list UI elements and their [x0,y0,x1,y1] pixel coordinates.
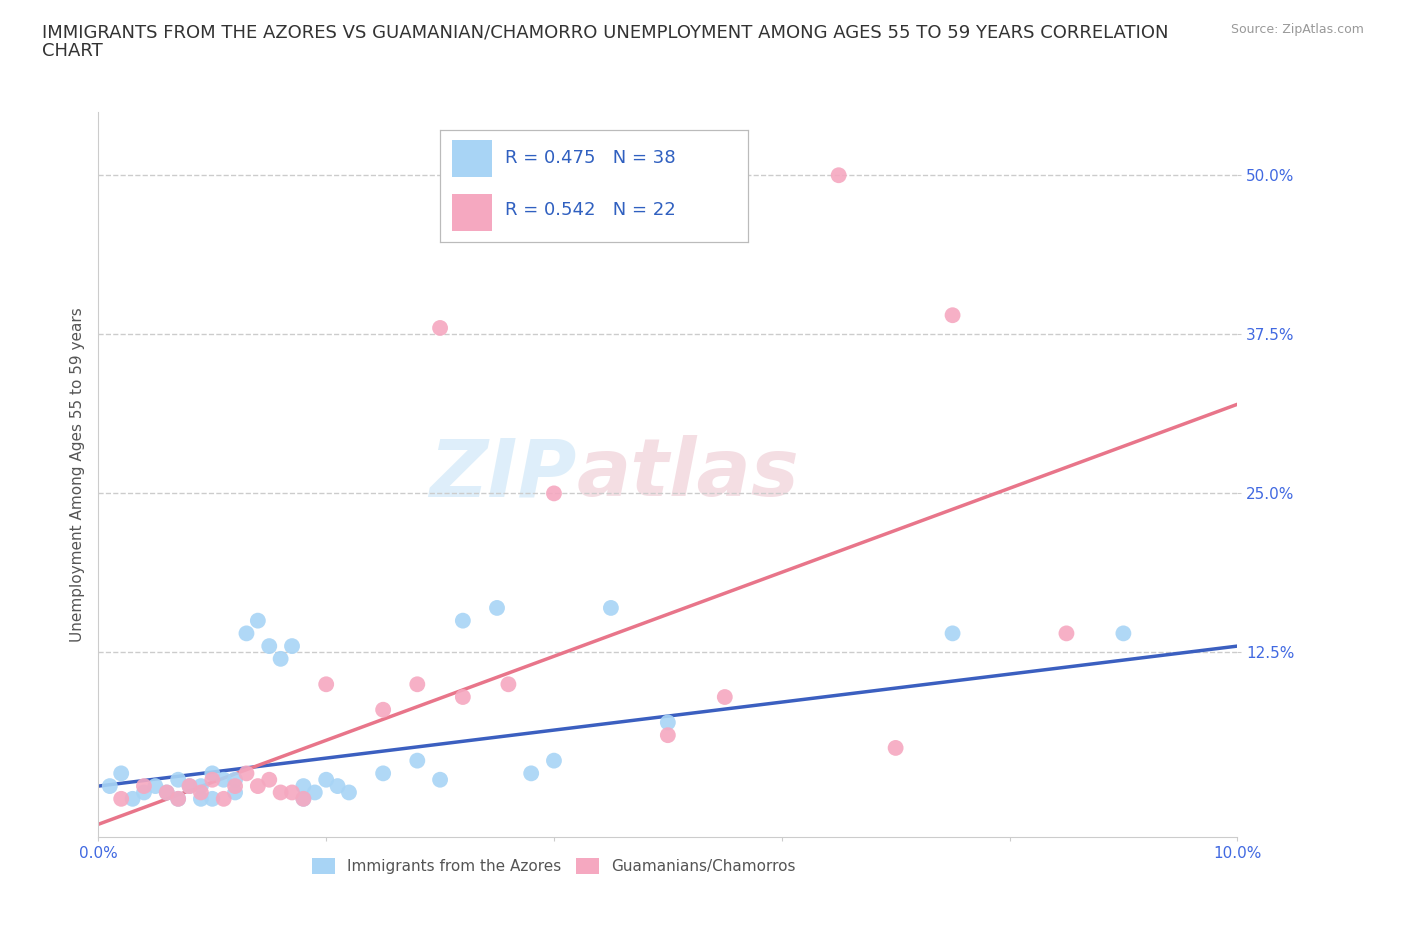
Point [657,715,679,730]
Point [498,677,520,692]
Point [179,778,201,793]
Point [406,677,429,692]
Point [326,778,349,793]
Point [337,785,360,800]
Point [201,791,224,806]
Point [451,689,474,704]
Y-axis label: Unemployment Among Ages 55 to 59 years: Unemployment Among Ages 55 to 59 years [69,307,84,642]
Point [304,785,326,800]
Point [224,785,246,800]
Point [190,785,212,800]
Text: atlas: atlas [576,435,800,513]
Point [315,772,337,787]
Point [259,639,281,654]
Point [201,766,224,781]
Point [224,778,246,793]
Point [373,766,395,781]
Point [167,791,190,806]
Point [942,626,965,641]
Point [156,785,179,800]
Point [884,740,907,755]
Legend: Immigrants from the Azores, Guamanians/Chamorros: Immigrants from the Azores, Guamanians/C… [305,852,803,880]
Point [942,308,965,323]
Point [1112,626,1135,641]
Point [98,778,121,793]
Point [132,778,155,793]
Point [212,772,235,787]
Point [167,791,190,806]
Text: Source: ZipAtlas.com: Source: ZipAtlas.com [1230,23,1364,36]
Point [110,791,132,806]
Point [406,753,429,768]
Point [121,791,143,806]
Point [235,626,257,641]
Point [190,778,212,793]
Text: ZIP: ZIP [429,435,576,513]
Point [373,702,395,717]
Point [270,651,292,666]
Point [543,753,565,768]
Point [246,778,269,793]
Point [543,486,565,501]
Point [270,785,292,800]
Point [281,785,304,800]
Text: IMMIGRANTS FROM THE AZORES VS GUAMANIAN/CHAMORRO UNEMPLOYMENT AMONG AGES 55 TO 5: IMMIGRANTS FROM THE AZORES VS GUAMANIAN/… [42,23,1168,41]
Point [292,778,315,793]
Point [828,167,851,182]
Point [235,766,257,781]
Point [657,728,679,743]
Point [600,601,623,616]
Point [292,791,315,806]
Point [1056,626,1078,641]
Point [486,601,509,616]
Point [156,785,179,800]
Point [520,766,543,781]
Point [259,772,281,787]
Point [224,772,246,787]
Point [292,791,315,806]
Point [201,772,224,787]
Text: CHART: CHART [42,42,103,60]
Point [179,778,201,793]
Point [315,677,337,692]
Point [167,772,190,787]
Point [132,785,155,800]
Point [246,613,269,628]
Point [451,613,474,628]
Point [110,766,132,781]
Point [212,791,235,806]
Point [145,778,167,793]
Point [190,791,212,806]
Point [429,321,451,336]
Point [429,772,451,787]
Point [281,639,304,654]
Point [714,689,737,704]
